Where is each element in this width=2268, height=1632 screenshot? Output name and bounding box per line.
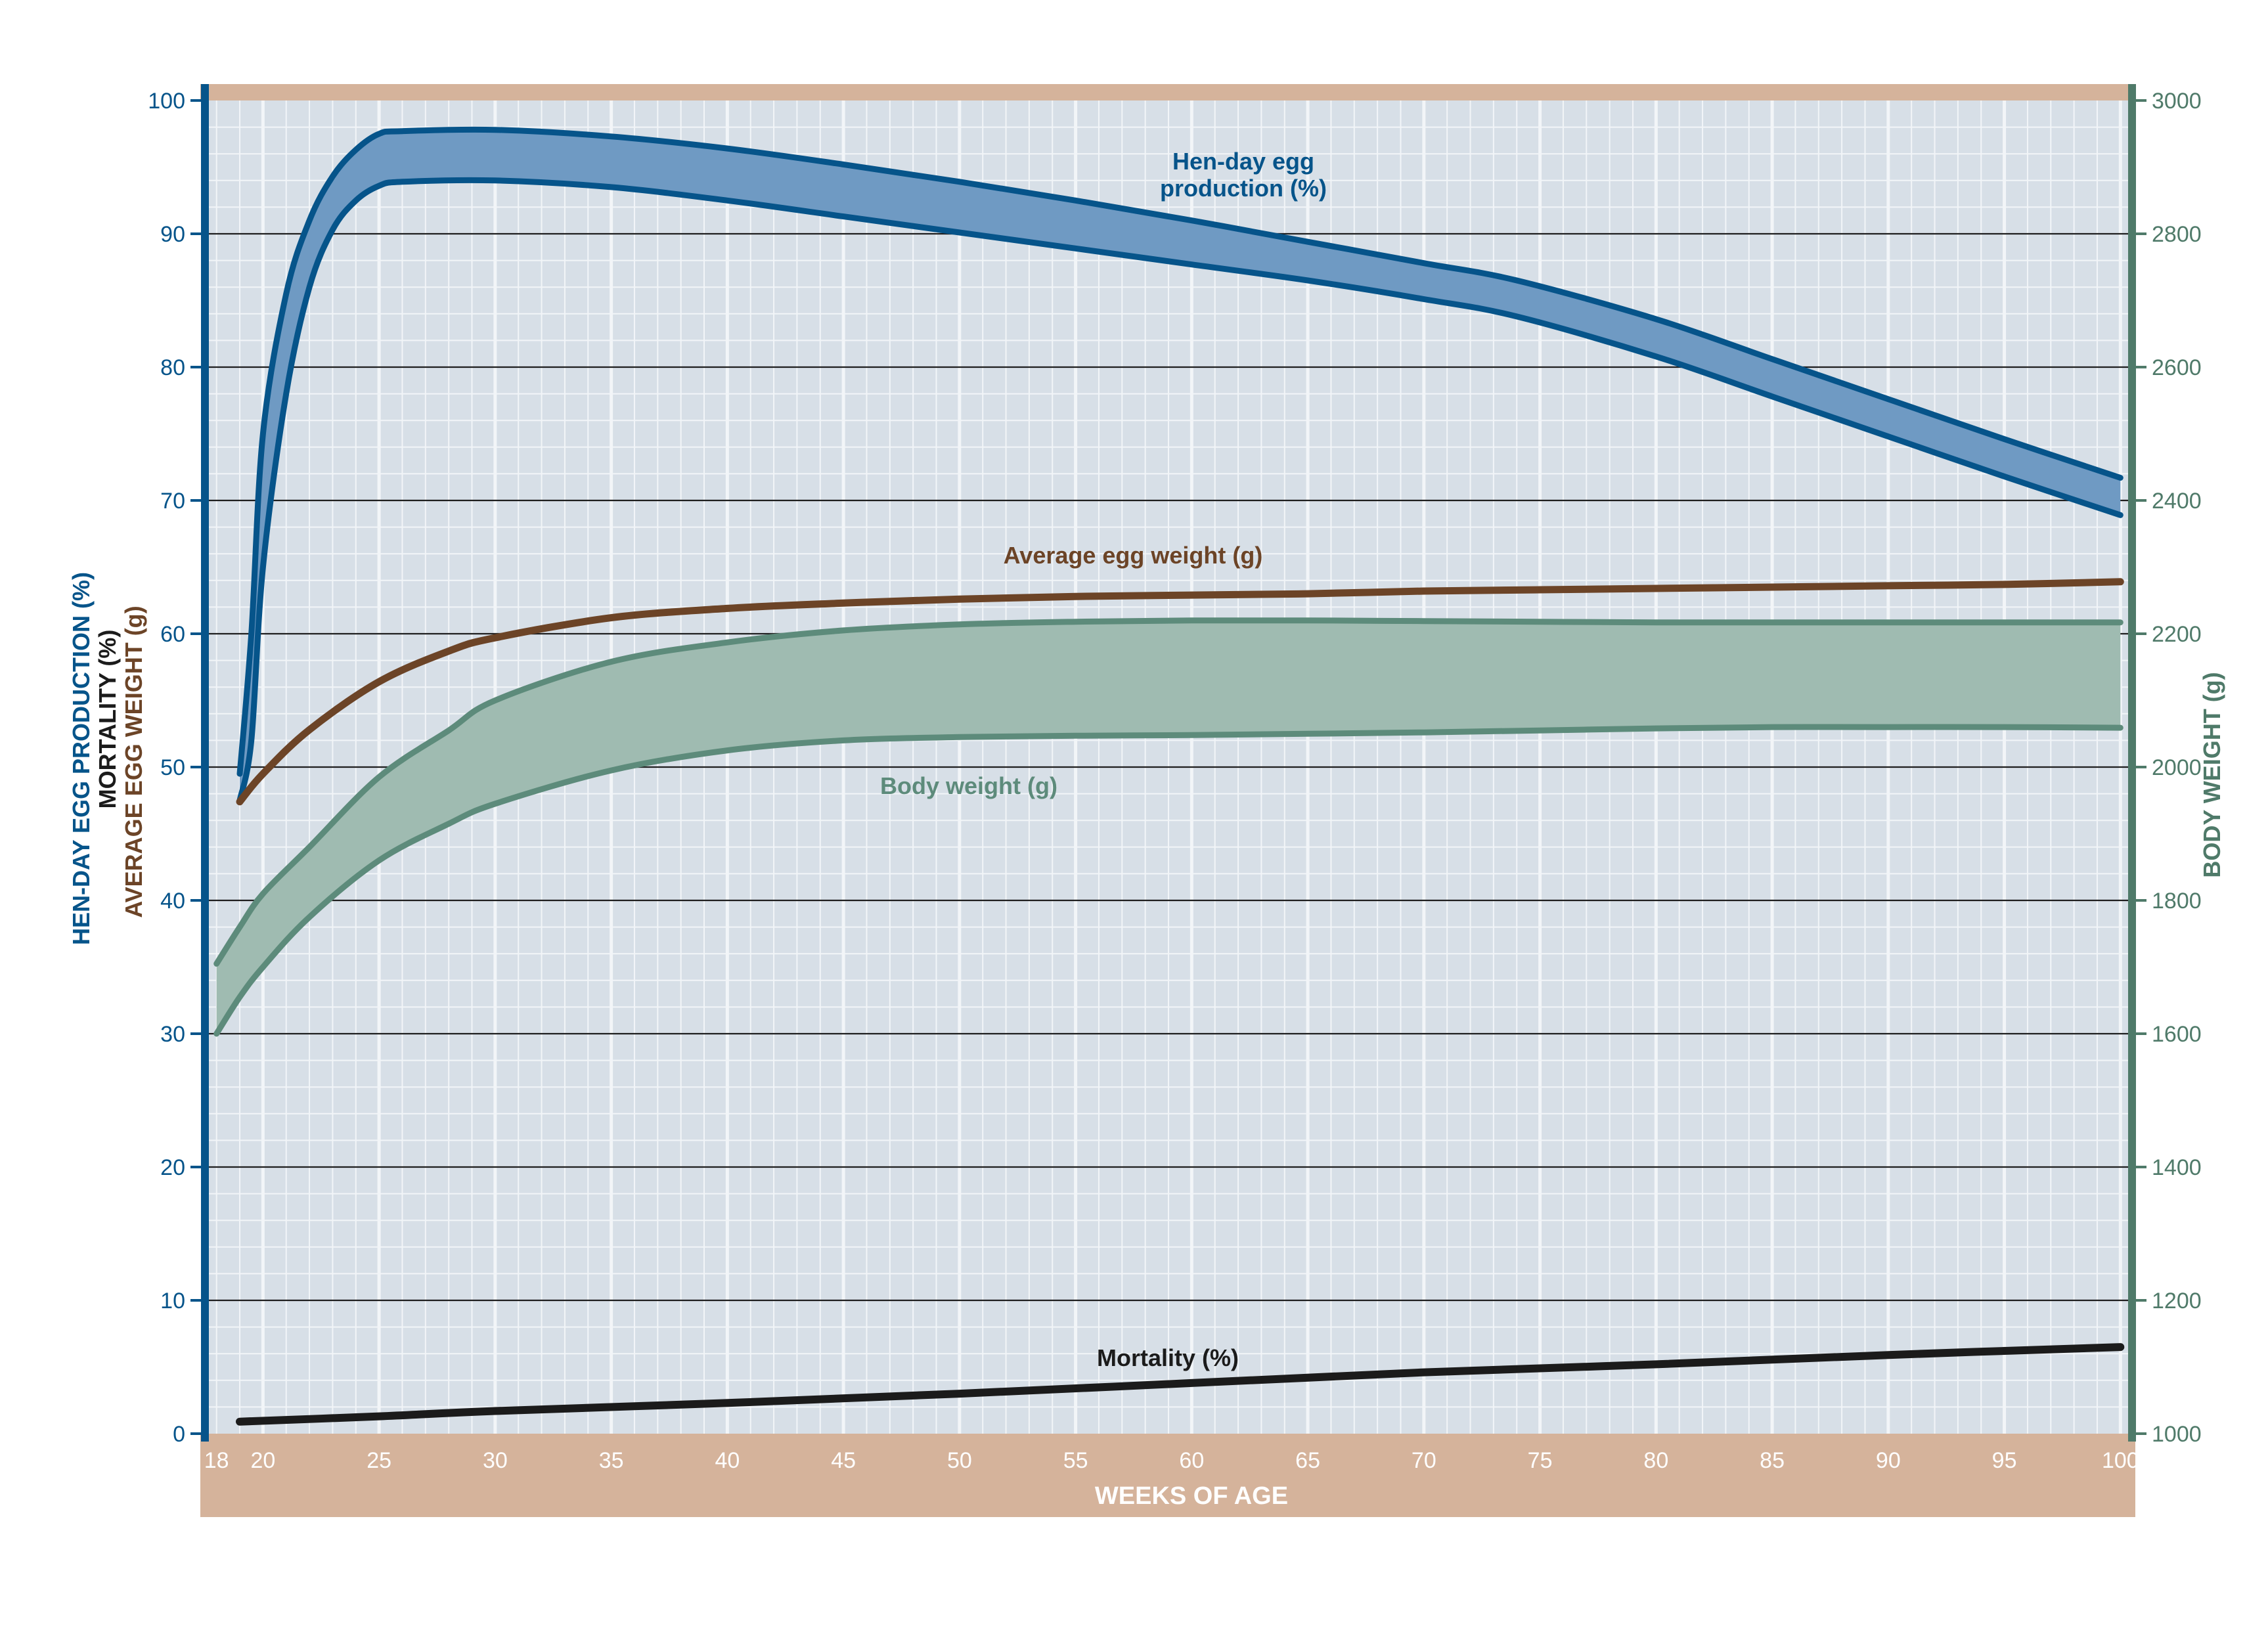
egg-production-lower-line [236,177,2123,804]
right-axis-title-body-weight: BODY WEIGHT (g) [2198,672,2225,877]
right-tick-label: 1200 [2152,1289,2202,1313]
right-tick-label: 3000 [2152,89,2202,114]
x-tick-label: 50 [947,1448,972,1473]
mortality-line [236,1343,2125,1426]
x-tick-label: 40 [715,1448,740,1473]
body-weight-lower-line [213,724,2123,1037]
left-tick-label: 60 [160,622,185,647]
bottom-frame-band [200,1434,2135,1517]
right-axis-ticks: 1000 1200 1400 1600 1800 2000 2200 2400 2600 2800… [2136,89,2202,1447]
right-tick-label: 1400 [2152,1155,2202,1180]
series-label-mortality: Mortality (%) [1097,1344,1239,1371]
egg-weight-line [236,578,2124,806]
x-tick-label: 90 [1876,1448,1901,1473]
x-tick-label: 85 [1760,1448,1785,1473]
body-weight-band-fill [216,620,2121,1034]
left-tick-label: 30 [160,1022,185,1047]
left-axis-ticks: 0 10 20 30 40 50 60 70 80 90 100 [148,89,201,1447]
x-tick-label: 45 [831,1448,856,1473]
x-axis-ticks: 18 20 25 30 35 40 45 50 55 60 65 70 75 80 85 90 95 100 [204,1448,2139,1473]
left-tick-label: 20 [160,1155,185,1180]
right-tick-label: 1000 [2152,1422,2202,1447]
x-axis-title: WEEKS OF AGE [1095,1482,1288,1510]
right-tick-label: 1600 [2152,1022,2202,1047]
right-tick-label: 2000 [2152,755,2202,780]
x-tick-label: 18 [204,1448,229,1473]
right-tick-label: 2800 [2152,222,2202,247]
left-tick-label: 0 [173,1422,185,1447]
series-label-egg-production-line1: Hen-day egg [1172,148,1314,175]
left-tick-label: 10 [160,1289,185,1313]
x-tick-label: 100 [2102,1448,2139,1473]
series-label-egg-weight: Average egg weight (g) [1004,542,1263,569]
left-tick-label: 90 [160,222,185,247]
left-tick-label: 40 [160,889,185,914]
series-label-body-weight: Body weight (g) [880,772,1057,799]
x-tick-label: 65 [1295,1448,1320,1473]
left-axis-title-egg-production: HEN-DAY EGG PRODUCTION (%) [68,572,95,945]
right-tick-label: 2400 [2152,489,2202,514]
left-axis-title-mortality: MORTALITY (%) [94,630,121,809]
x-tick-label: 20 [250,1448,275,1473]
x-tick-label: 25 [367,1448,391,1473]
left-tick-label: 80 [160,355,185,380]
left-tick-label: 70 [160,489,185,514]
left-tick-label: 50 [160,755,185,780]
series-layer [213,126,2125,1426]
top-frame-band [200,84,2135,101]
right-tick-label: 1800 [2152,889,2202,914]
x-tick-label: 60 [1179,1448,1204,1473]
x-tick-label: 30 [483,1448,508,1473]
egg-production-upper-line [236,126,2123,777]
x-tick-label: 70 [1412,1448,1436,1473]
right-tick-label: 2600 [2152,355,2202,380]
x-tick-label: 75 [1528,1448,1553,1473]
x-tick-label: 35 [599,1448,624,1473]
body-weight-upper-line [213,617,2123,967]
right-tick-label: 2200 [2152,622,2202,647]
x-tick-label: 95 [1992,1448,2017,1473]
series-label-egg-production-line2: production (%) [1160,175,1327,202]
left-axis-title-egg-weight: AVERAGE EGG WEIGHT (g) [120,606,147,917]
x-tick-label: 80 [1643,1448,1668,1473]
left-tick-label: 100 [148,89,185,114]
x-tick-label: 55 [1063,1448,1088,1473]
